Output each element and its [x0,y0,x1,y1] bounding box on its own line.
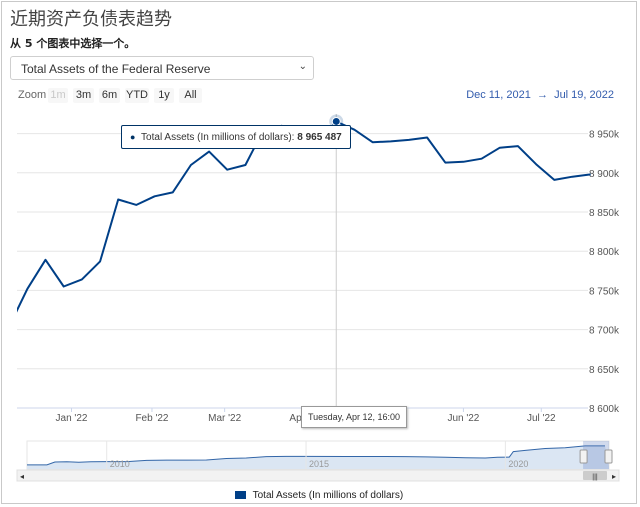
scroll-right-arrow-icon[interactable]: ▸ [612,472,616,481]
chevron-down-icon: ⌄ [298,61,307,72]
range-arrow: → [536,89,548,101]
range-to-input[interactable]: Jul 19, 2022 [554,89,614,101]
y-tick-label: 8 850k [589,208,620,219]
tooltip-value: 8 965 487 [297,132,342,143]
zoom-ytd-button[interactable]: YTD [125,88,149,103]
scroll-left-arrow-icon[interactable]: ◂ [20,472,24,481]
y-tick-label: 8 650k [589,365,620,376]
scrollbar-track[interactable] [16,469,620,482]
range-from-input[interactable]: Dec 11, 2021 [466,89,531,101]
navigator[interactable]: 2010 2015 2020 ||| ◂ ▸ [16,440,620,482]
series-line[interactable] [9,120,591,327]
navigator-year-label: 2020 [508,459,528,469]
page-title: 近期资产负债表趋势 [10,9,172,30]
x-tick-label: Jul '22 [527,413,556,424]
navigator-handle-right[interactable] [604,449,613,464]
y-axis-labels: 8 600k 8 650k 8 700k 8 750k 8 800k 8 850k 8 90… [589,130,620,415]
chart-select-dropdown[interactable]: Total Assets of the Federal Reserve ⌄ [10,56,314,80]
x-tick-label: Jun '22 [447,413,479,424]
y-tick-label: 8 600k [589,404,620,415]
navigator-handle-left[interactable] [579,449,588,464]
scrollbar-thumb[interactable] [583,471,607,480]
navigator-line [27,445,605,466]
zoom-all-button[interactable]: All [179,88,202,103]
x-tick-label: Mar '22 [208,413,241,424]
legend[interactable]: Total Assets (In millions of dollars) [235,490,403,501]
tooltip-series: Total Assets (In millions of dollars) [141,132,292,143]
zoom-3m-button[interactable]: 3m [73,88,94,103]
zoom-1y-button[interactable]: 1y [154,88,174,103]
date-range: Dec 11, 2021 → Jul 19, 2022 [466,89,614,101]
y-tick-label: 8 750k [589,286,620,297]
navigator-year-label: 2015 [309,459,329,469]
scrollbar-grip: ||| [592,474,598,481]
navigator-year-label: 2010 [110,459,130,469]
tooltip: ● Total Assets (In millions of dollars):… [121,125,351,149]
zoom-label: Zoom [18,89,47,101]
tooltip-marker-icon: ● [130,132,136,142]
y-tick-label: 8 900k [589,169,620,180]
chart-picker-hint: 从 5 个图表中选择一个。 [10,37,136,50]
y-tick-label: 8 700k [589,326,620,337]
crosshair-date-label: Tuesday, Apr 12, 16:00 [301,406,408,428]
y-tick-label: 8 950k [589,130,620,141]
x-tick-label: Feb '22 [135,413,168,424]
y-tick-label: 8 800k [589,247,620,258]
legend-label: Total Assets (In millions of dollars) [252,490,404,501]
zoom-1m-button[interactable]: 1m [48,88,68,103]
chart-select-value: Total Assets of the Federal Reserve [21,62,211,76]
grid-lines [17,133,588,409]
legend-swatch [235,491,246,499]
x-tick-label: Jan '22 [56,413,88,424]
navigator-area [27,445,609,469]
zoom-6m-button[interactable]: 6m [99,88,120,103]
